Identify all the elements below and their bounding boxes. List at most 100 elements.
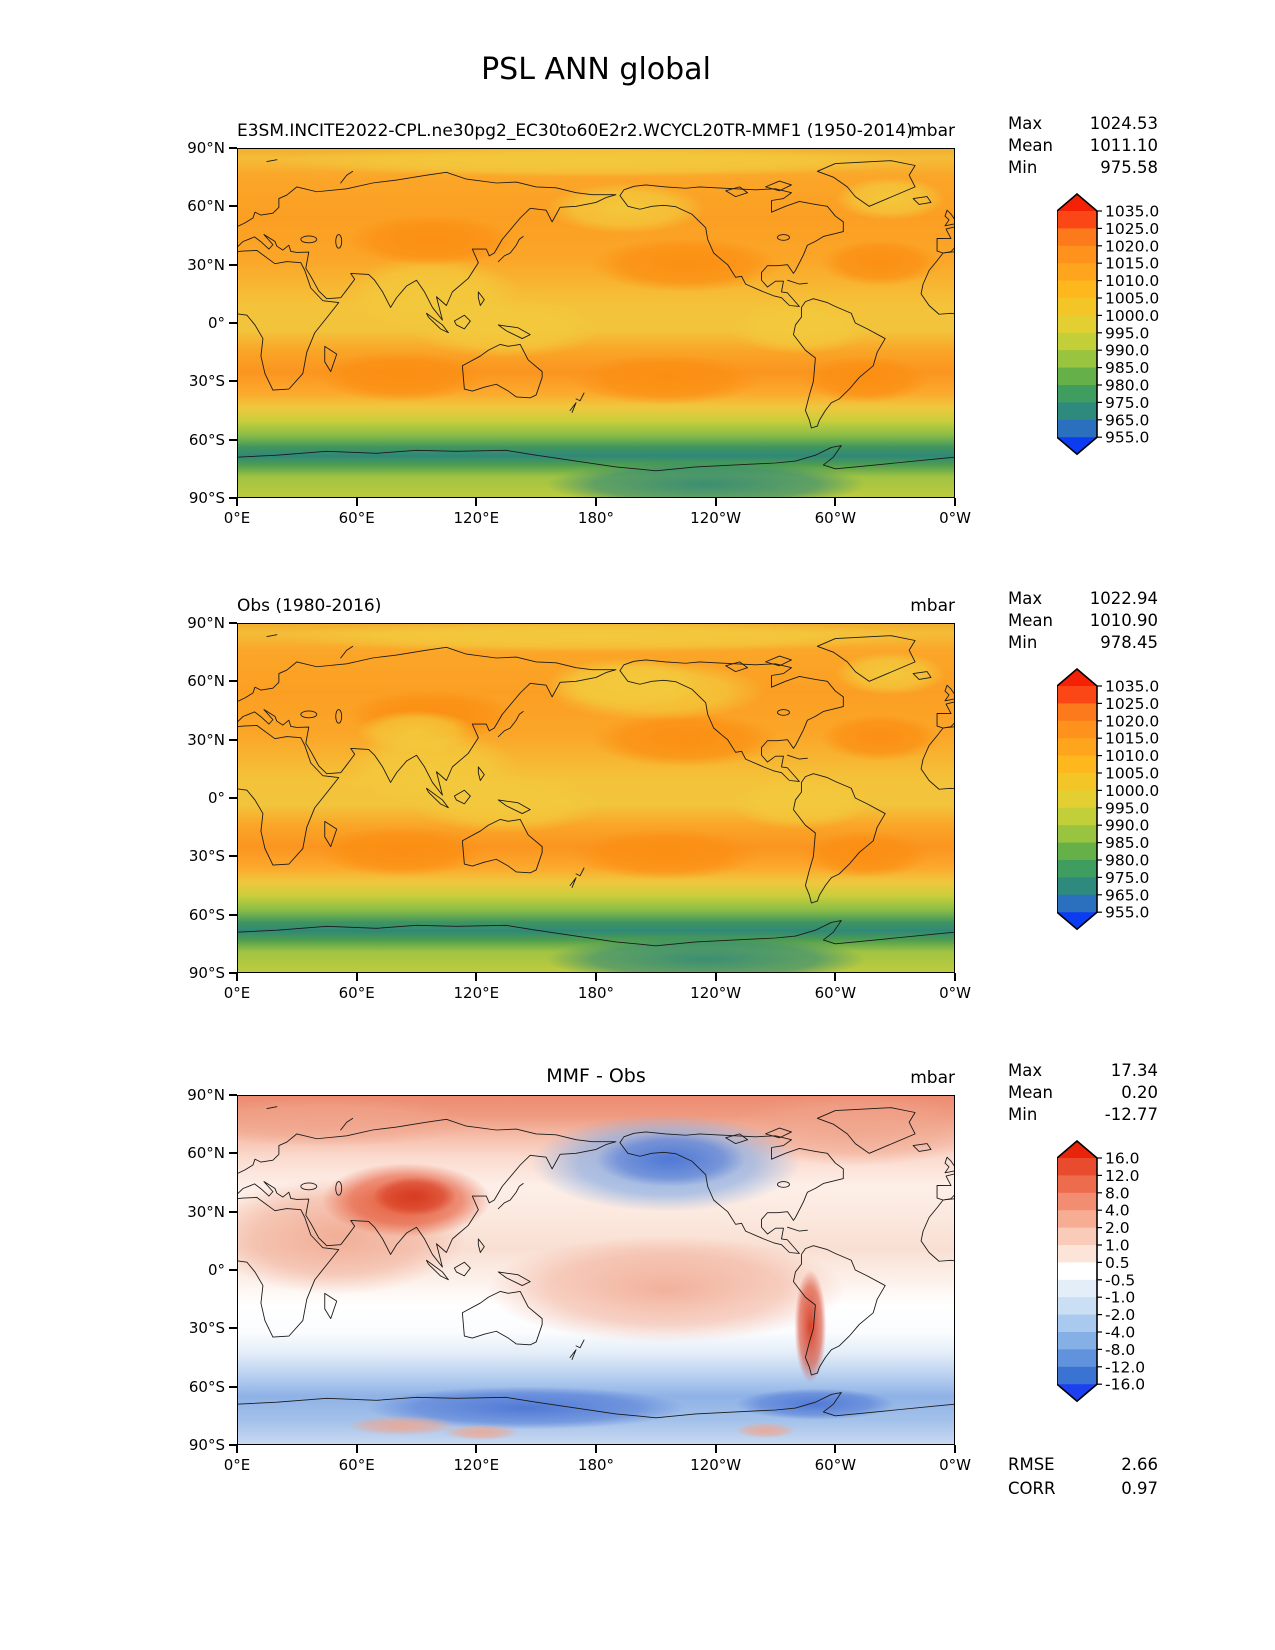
panel-title-diff: MMF - Obs [546, 1065, 646, 1087]
stat-row: Mean 1011.10 [1008, 135, 1158, 157]
colorbar-tick-label: 16.0 [1105, 1150, 1140, 1168]
stats-diff: Max 17.34 Mean 0.20 Min -12.77 [1008, 1060, 1158, 1126]
stat-row: Max 1022.94 [1008, 588, 1158, 610]
colorbar-tick-label: -2.0 [1105, 1306, 1135, 1324]
extra-stats-diff: RMSE 2.66 CORR 0.97 [1008, 1453, 1158, 1501]
colorbar-tick-label: -1.0 [1105, 1289, 1135, 1307]
y-tick-label: 60°S [188, 1377, 225, 1396]
x-tick-label: 180° [577, 984, 615, 1002]
colorbar-arrow-top [1057, 194, 1097, 211]
x-tick-label: 120°W [690, 984, 742, 1002]
x-tick-label: 60°W [814, 984, 857, 1002]
y-tick-mark [229, 797, 237, 799]
y-tick-label: 30°N [187, 730, 225, 749]
y-tick-label: 30°S [188, 372, 225, 391]
x-tick-label: 120°E [453, 509, 500, 527]
y-tick-label: 60°N [187, 197, 225, 216]
colorbar-segment [1057, 1332, 1097, 1350]
stat-value: 17.34 [1110, 1061, 1158, 1080]
y-tick-mark [229, 1385, 237, 1388]
colorbar-tick-label: 12.0 [1105, 1167, 1140, 1185]
x-tick-mark [834, 1445, 837, 1453]
y-tick-label: 90°S [188, 964, 225, 982]
y-tick-mark [229, 438, 237, 441]
panel-title-model: E3SM.INCITE2022-CPL.ne30pg2_EC30to60E2r2… [237, 121, 913, 141]
colorbar-tick-label: 965.0 [1105, 886, 1149, 904]
stat-label: Mean [1008, 136, 1053, 155]
y-tick-label: 90°N [187, 139, 225, 157]
x-tick-label: 60°E [338, 984, 375, 1002]
y-tick-mark [229, 680, 237, 683]
colorbar-segment [1057, 703, 1097, 722]
colorbar-segment [1057, 686, 1097, 704]
y-tick-label: 30°S [188, 1319, 225, 1338]
stat-label: Mean [1008, 611, 1053, 630]
y-tick-mark [229, 855, 237, 858]
panel-title-obs: Obs (1980-2016) [237, 596, 382, 616]
colorbar-tick-label: 8.0 [1105, 1184, 1130, 1202]
map-diff [237, 1095, 955, 1445]
colorbar-segment [1057, 1175, 1097, 1194]
y-tick-label: 60°N [187, 1144, 225, 1163]
x-tick-mark [595, 1445, 597, 1453]
y-tick-label: 60°S [188, 430, 225, 449]
stat-value: 978.45 [1100, 633, 1158, 652]
x-tick-mark [954, 1445, 956, 1453]
colorbar-segment [1057, 263, 1097, 282]
x-tick-label: 180° [577, 509, 615, 527]
colorbar-tick-label: 1015.0 [1105, 730, 1159, 748]
colorbar-tick-label: 4.0 [1105, 1202, 1130, 1220]
colorbar-segment [1057, 1279, 1097, 1298]
y-tick-mark [229, 263, 237, 266]
colorbar-segment [1057, 1349, 1097, 1368]
x-tick-mark [355, 498, 358, 506]
colorbar-tick-label: -12.0 [1105, 1358, 1145, 1376]
y-tick-label: 0° [207, 314, 225, 332]
colorbar-tick-label: 1005.0 [1105, 290, 1159, 308]
y-tick-mark [229, 622, 237, 624]
colorbar-tick-label: 1015.0 [1105, 255, 1159, 273]
colorbar-segment [1057, 720, 1097, 739]
colorbar-tick-label: 990.0 [1105, 342, 1149, 360]
colorbar-tick-label: 1025.0 [1105, 695, 1159, 713]
colorbar-tick-label: 1010.0 [1105, 747, 1159, 765]
x-tick-mark [714, 1445, 717, 1453]
colorbar-segment [1057, 350, 1097, 369]
stat-label: Min [1008, 158, 1038, 177]
y-tick-label: 0° [207, 1261, 225, 1279]
stat-value: -12.77 [1104, 1105, 1158, 1124]
colorbar-tick-label: 980.0 [1105, 377, 1149, 395]
stats-model: Max 1024.53 Mean 1011.10 Min 975.58 [1008, 113, 1158, 179]
stat-row: Min -12.77 [1008, 1104, 1158, 1126]
colorbar-segment [1057, 807, 1097, 826]
colorbar-segment [1057, 842, 1097, 861]
stat-value: 1011.10 [1089, 136, 1158, 155]
colorbar-segment [1057, 228, 1097, 247]
colorbar-tick-label: 955.0 [1105, 904, 1149, 922]
y-tick-mark [229, 972, 237, 974]
colorbar-tick-label: -8.0 [1105, 1341, 1135, 1359]
map-model [237, 148, 955, 498]
y-tick-mark [229, 497, 237, 499]
y-tick-mark [229, 205, 237, 208]
colorbar-tick-label: 990.0 [1105, 817, 1149, 835]
x-tick-mark [834, 498, 837, 506]
colorbar-segment [1057, 245, 1097, 264]
y-tick-mark [229, 1444, 237, 1446]
x-tick-mark [475, 1445, 478, 1453]
colorbar-segment [1057, 280, 1097, 299]
colorbar-segment [1057, 825, 1097, 844]
x-tick-mark [475, 498, 478, 506]
colorbar-obs: 1035.01025.01020.01015.01010.01005.01000… [1057, 668, 1159, 931]
colorbar-segment [1057, 773, 1097, 791]
y-tick-label: 30°N [187, 255, 225, 274]
colorbar-segment [1057, 894, 1097, 913]
colorbar-segment [1057, 298, 1097, 316]
stat-row: CORR 0.97 [1008, 1477, 1158, 1501]
x-tick-mark [714, 973, 717, 981]
y-tick-label: 90°S [188, 1436, 225, 1454]
colorbar-segment [1057, 419, 1097, 438]
y-tick-mark [229, 380, 237, 383]
colorbar-tick-label: 1035.0 [1105, 678, 1159, 696]
